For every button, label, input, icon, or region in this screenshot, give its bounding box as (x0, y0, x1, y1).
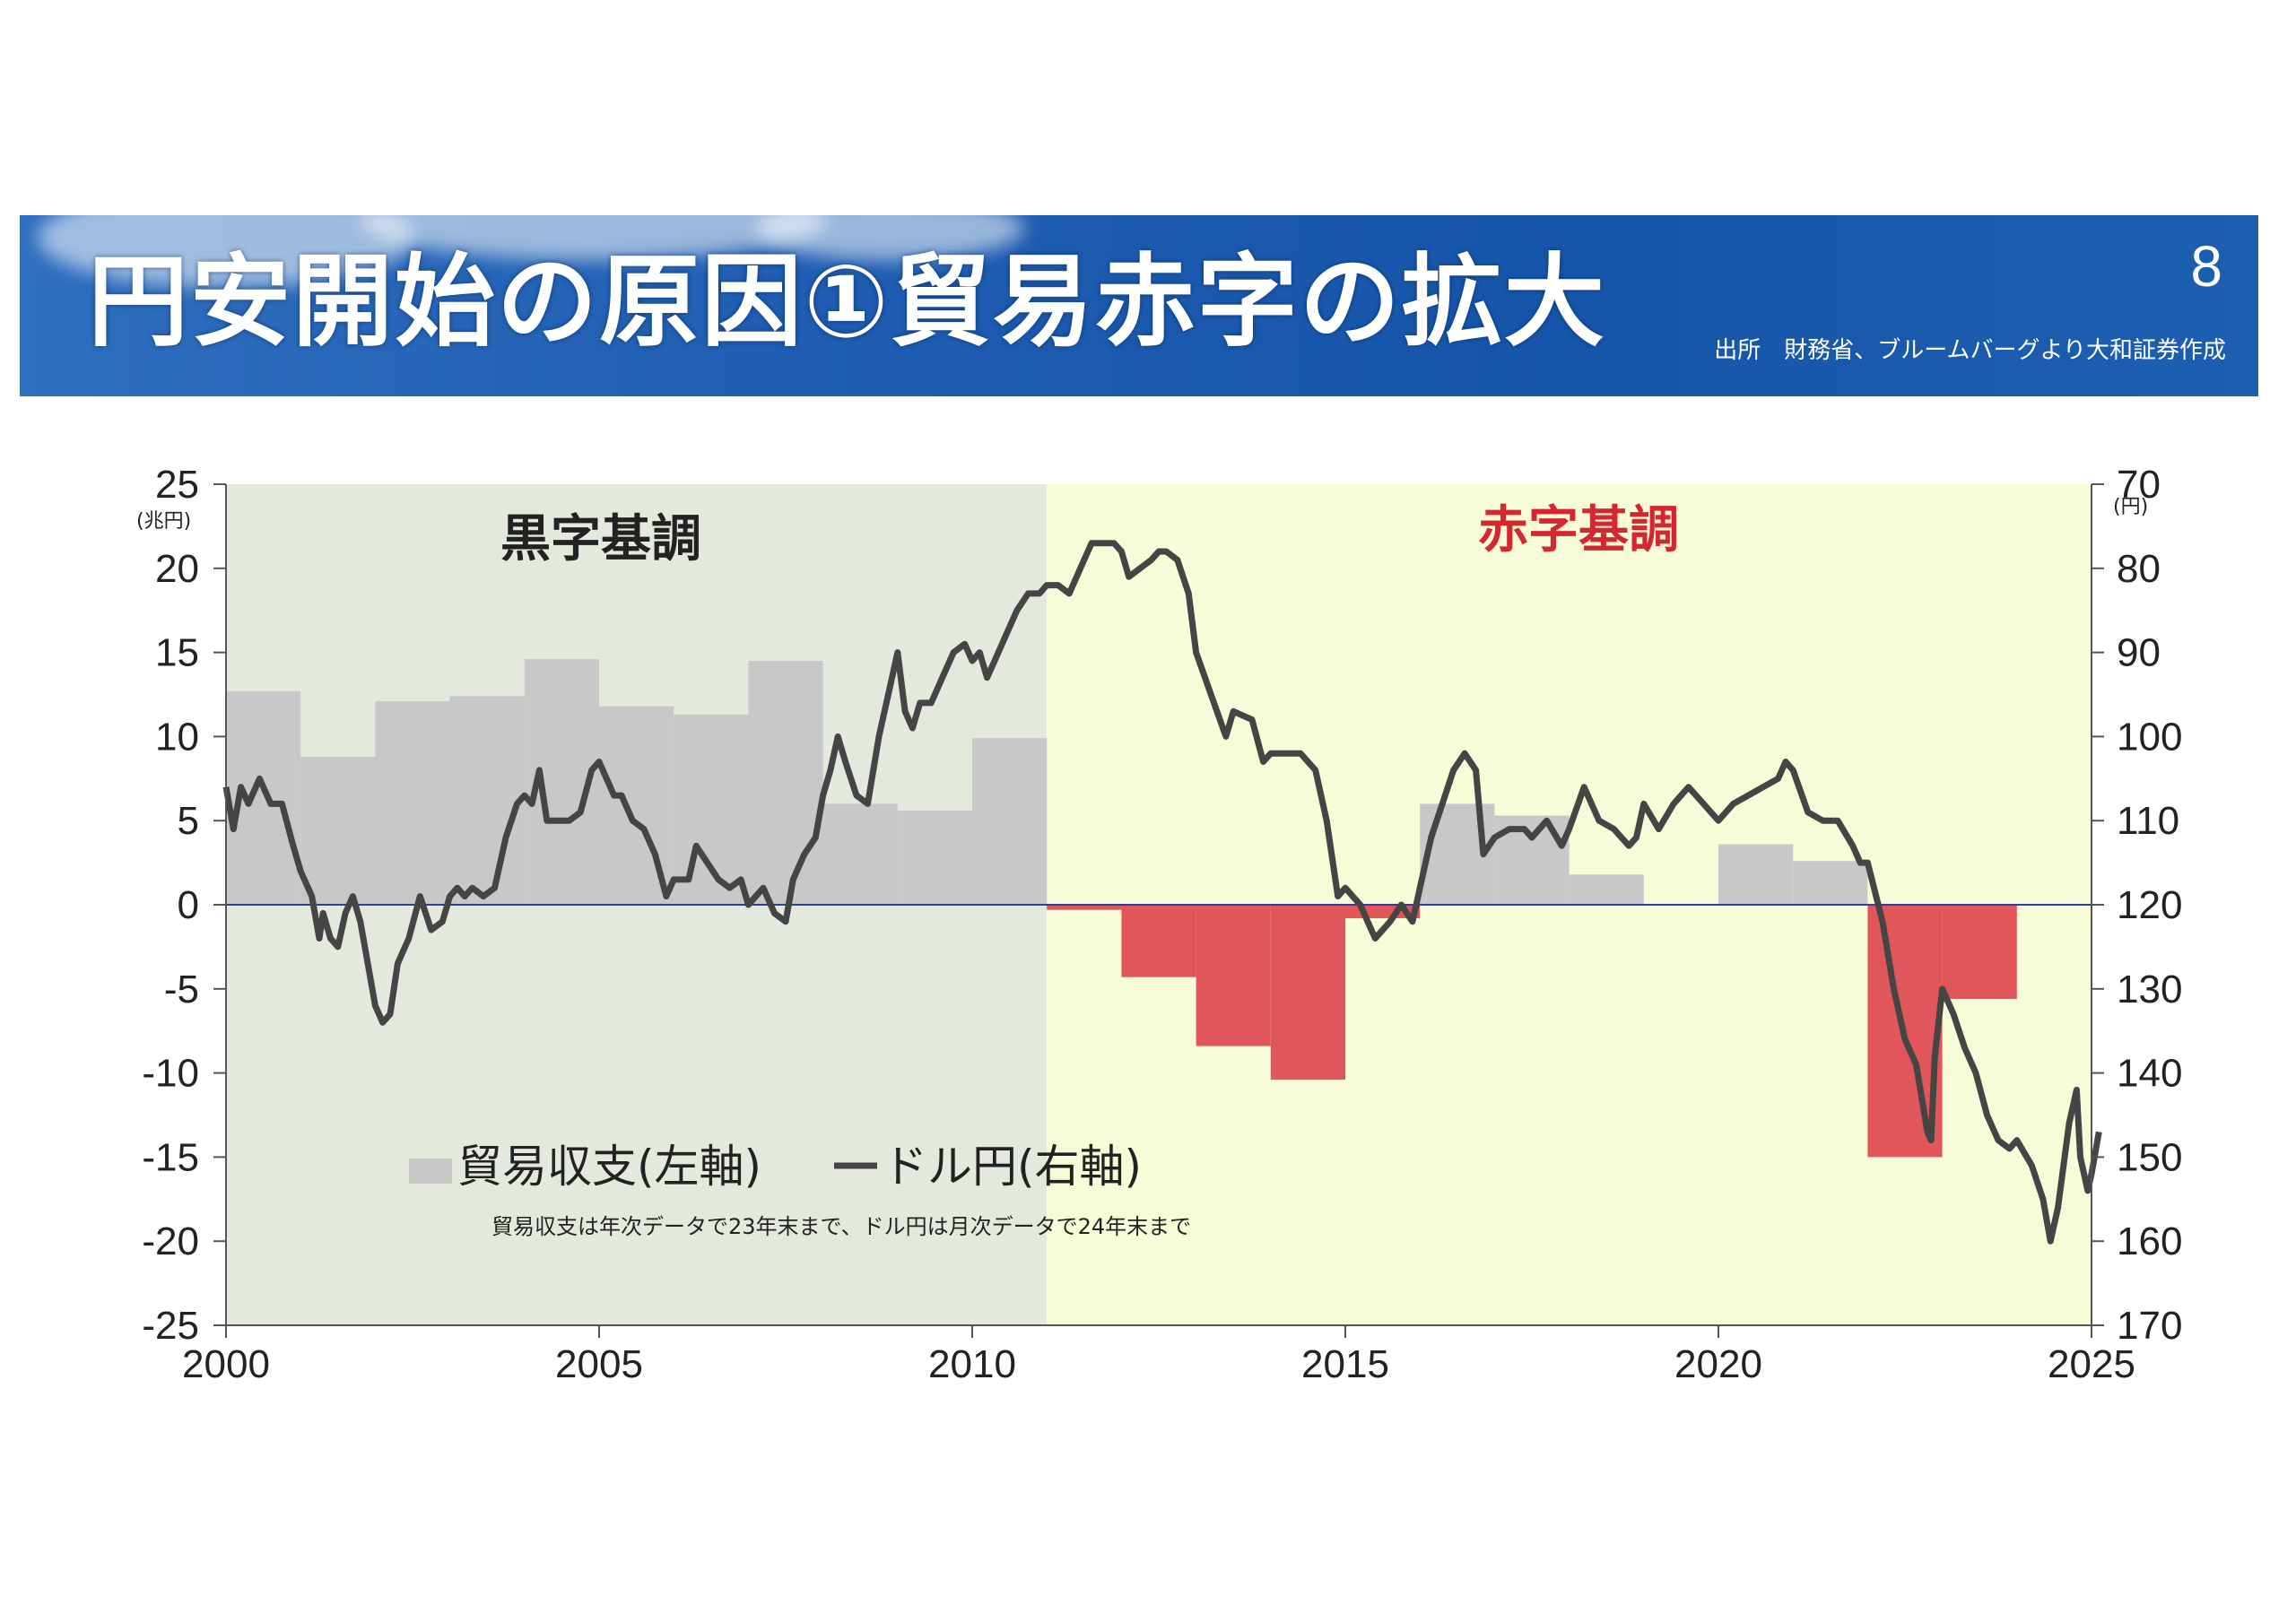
x-axis-tick-label: 2020 (1674, 1342, 1762, 1386)
right-axis-tick-label: 140 (2117, 1052, 2182, 1096)
left-axis-tick-label: -20 (142, 1219, 199, 1263)
axes: 2520151050-5-10-15-20-257080901001101201… (142, 463, 2182, 1386)
trade-balance-bar (748, 660, 823, 905)
trade-balance-bar (449, 696, 525, 905)
right-axis-tick-label: 80 (2117, 547, 2161, 591)
usdjpy-line (222, 540, 2102, 1245)
trade-balance-bar (1047, 905, 1122, 910)
legend-line-label: ドル円(右軸) (883, 1141, 1142, 1193)
left-axis-tick-label: 15 (155, 631, 199, 675)
trade-balance-bar (822, 803, 898, 905)
page-number: 8 (2190, 234, 2222, 299)
trade-balance-bar (897, 810, 972, 905)
trade-balance-bar (674, 715, 749, 905)
x-axis-tick-label: 2010 (928, 1342, 1016, 1386)
deficit-regime-label: 赤字基調 (1478, 501, 1679, 560)
left-axis-tick-label: 25 (155, 463, 199, 507)
trade-balance-bar (1121, 905, 1196, 977)
x-axis-tick-label: 2000 (182, 1342, 270, 1386)
slide-title: 円安開始の原因①貿易赤字の拡大 (88, 244, 1606, 360)
legend-bar-swatch (409, 1159, 452, 1184)
right-axis-tick-label: 110 (2117, 799, 2179, 843)
trade-balance-bar (375, 701, 450, 905)
title-banner: 円安開始の原因①貿易赤字の拡大 8 出所 財務省、ブルームバーグより大和証券作成 (20, 215, 2258, 396)
left-axis-tick-label: -25 (142, 1304, 199, 1348)
trade-balance-bar (1270, 905, 1345, 1081)
right-axis-tick-label: 90 (2117, 631, 2161, 675)
right-axis-tick-label: 130 (2117, 968, 2182, 1011)
left-axis-tick-label: -5 (164, 968, 199, 1011)
right-axis-tick-label: 170 (2117, 1304, 2182, 1348)
left-axis-tick-label: -10 (142, 1052, 199, 1096)
left-axis-tick-label: 0 (178, 883, 199, 927)
source-note: 出所 財務省、ブルームバーグより大和証券作成 (1714, 337, 2226, 364)
data-note: 貿易収支は年次データで23年末まで、ドル円は月次データで24年末まで (491, 1214, 1191, 1239)
right-axis-tick-label: 70 (2117, 463, 2161, 507)
left-axis-unit: (兆円) (136, 510, 191, 533)
left-axis-tick-label: 10 (155, 715, 199, 759)
surplus-regime-label: 黒字基調 (500, 510, 701, 568)
right-axis-tick-label: 150 (2117, 1135, 2182, 1179)
trade-balance-bar (300, 756, 376, 905)
right-axis-tick-label: 160 (2117, 1219, 2182, 1263)
right-axis-unit: (円) (2113, 496, 2148, 518)
trade-balance-bar (1718, 844, 1794, 905)
right-axis-tick-label: 100 (2117, 715, 2182, 759)
trade-balance-bar (1196, 905, 1271, 1046)
trade-balance-bar (1569, 874, 1644, 905)
right-axis-tick-label: 120 (2117, 883, 2182, 927)
legend-bar-label: 貿易収支(左軸) (457, 1141, 761, 1193)
left-axis-tick-label: 20 (155, 547, 199, 591)
x-axis-tick-label: 2005 (555, 1342, 643, 1386)
left-axis-tick-label: -15 (142, 1135, 199, 1179)
trade-balance-bar (1942, 905, 2017, 1000)
trade-balance-bar (972, 738, 1048, 905)
x-axis-tick-label: 2015 (1301, 1342, 1389, 1386)
left-axis-tick-label: 5 (178, 799, 199, 843)
trade-balance-bar (1793, 861, 1868, 905)
x-axis-tick-label: 2025 (2048, 1342, 2135, 1386)
